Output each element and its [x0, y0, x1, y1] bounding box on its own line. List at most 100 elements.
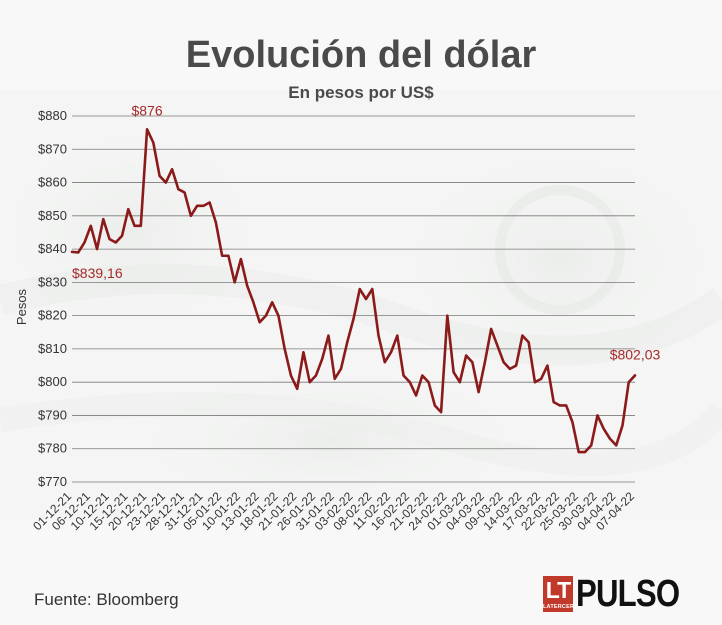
data-point — [340, 367, 342, 370]
data-point — [327, 334, 330, 337]
data-point — [146, 128, 148, 131]
logo-small-text: LATERCERA — [543, 604, 579, 610]
data-point — [452, 371, 455, 374]
y-axis-label: Pesos — [14, 288, 29, 325]
data-point — [189, 214, 192, 217]
data-point — [296, 387, 299, 390]
data-point — [408, 381, 411, 384]
data-point — [83, 241, 86, 244]
data-point — [496, 344, 499, 347]
data-point — [565, 404, 568, 407]
data-point — [121, 234, 123, 237]
data-point — [252, 301, 255, 304]
data-point — [89, 224, 92, 227]
data-point — [440, 411, 442, 414]
data-point — [108, 238, 111, 241]
data-point — [114, 241, 117, 244]
data-point — [177, 188, 180, 191]
y-tick-label: $800 — [38, 374, 67, 389]
data-point — [508, 367, 511, 370]
data-point — [627, 381, 630, 384]
data-point — [152, 141, 155, 144]
data-point — [427, 381, 430, 384]
data-point — [521, 334, 524, 337]
chart-subtitle: En pesos por US$ — [288, 83, 434, 102]
data-point — [221, 254, 224, 257]
data-point — [183, 191, 186, 194]
logo-brand-text: PULSO — [576, 573, 680, 615]
data-point — [559, 404, 561, 407]
data-point — [534, 381, 536, 384]
data-point — [290, 374, 292, 377]
data-point — [483, 361, 486, 364]
data-point — [621, 424, 624, 427]
chart-title: Evolución del dólar — [185, 34, 537, 76]
data-point — [277, 314, 280, 317]
data-point — [396, 334, 399, 337]
data-point — [102, 218, 105, 221]
data-point — [258, 321, 261, 324]
data-point — [308, 381, 311, 384]
data-point — [158, 174, 161, 177]
data-point — [540, 377, 543, 380]
data-point — [596, 414, 599, 417]
data-point — [465, 354, 467, 357]
source-note: Fuente: Bloomberg — [34, 590, 179, 609]
data-label: $876 — [131, 102, 162, 118]
data-point — [96, 248, 98, 250]
data-point — [502, 361, 505, 364]
data-point — [246, 284, 249, 287]
y-tick-label: $850 — [38, 208, 67, 223]
pulso-logo: LT LATERCERA PULSO — [543, 573, 702, 615]
y-tick-label: $780 — [38, 441, 67, 456]
data-point — [208, 201, 211, 204]
data-point — [471, 361, 474, 364]
data-point — [490, 328, 493, 330]
data-point — [477, 391, 480, 394]
dollar-series-line — [70, 128, 637, 454]
la-tercera-logo-mark: LT LATERCERA — [543, 576, 579, 612]
data-point — [139, 224, 142, 227]
data-point — [214, 221, 217, 224]
data-point — [377, 334, 380, 337]
data-point — [71, 250, 73, 253]
data-point — [634, 374, 636, 377]
data-point — [577, 451, 580, 453]
data-point — [77, 251, 80, 254]
data-point — [421, 374, 424, 377]
y-tick-label: $810 — [38, 341, 67, 356]
y-tick-label: $770 — [38, 474, 67, 489]
data-point — [271, 301, 274, 304]
data-point — [602, 427, 605, 430]
data-point — [202, 204, 205, 207]
data-point — [584, 451, 586, 453]
data-point — [333, 377, 336, 380]
y-tick-label: $870 — [38, 141, 67, 156]
data-point — [127, 208, 130, 211]
logo-letters: LT — [545, 577, 571, 603]
data-point — [365, 298, 367, 300]
data-point — [358, 288, 361, 290]
data-point — [233, 281, 236, 284]
data-point — [402, 374, 405, 377]
y-tick-label: $830 — [38, 274, 67, 289]
data-point — [515, 364, 518, 367]
data-point — [446, 314, 449, 317]
data-point — [546, 364, 549, 367]
data-point — [265, 314, 267, 317]
data-point — [240, 258, 242, 260]
data-label: $839,16 — [72, 265, 123, 281]
data-point — [321, 357, 324, 360]
y-tick-label: $790 — [38, 407, 67, 422]
y-tick-label: $840 — [38, 241, 67, 256]
data-point — [302, 351, 305, 354]
data-point — [527, 341, 530, 344]
data-point — [609, 437, 611, 440]
y-tick-label: $860 — [38, 175, 67, 190]
data-label: $802,03 — [610, 346, 661, 362]
data-point — [133, 224, 136, 227]
data-point — [590, 444, 593, 447]
data-point — [171, 168, 173, 171]
